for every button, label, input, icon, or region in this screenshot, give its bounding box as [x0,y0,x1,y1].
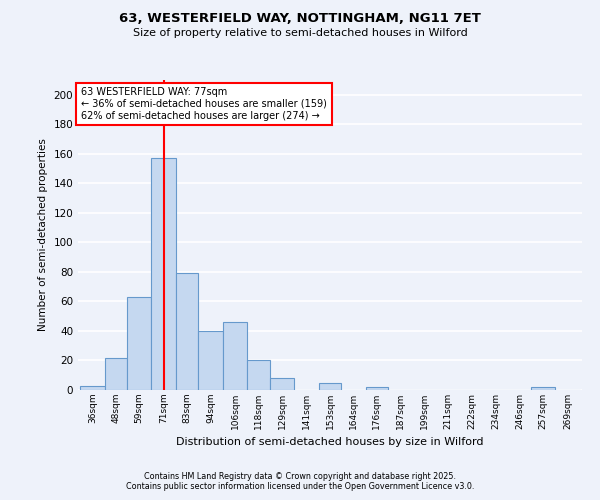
Bar [319,382,341,390]
Bar [199,331,223,390]
Bar [127,297,151,390]
Bar [366,387,388,390]
Bar [223,322,247,390]
Y-axis label: Number of semi-detached properties: Number of semi-detached properties [38,138,48,332]
Text: Contains HM Land Registry data © Crown copyright and database right 2025.: Contains HM Land Registry data © Crown c… [144,472,456,481]
Bar [531,387,556,390]
Bar [176,274,199,390]
Bar [151,158,176,390]
X-axis label: Distribution of semi-detached houses by size in Wilford: Distribution of semi-detached houses by … [176,438,484,448]
Bar [104,358,127,390]
Text: 63, WESTERFIELD WAY, NOTTINGHAM, NG11 7ET: 63, WESTERFIELD WAY, NOTTINGHAM, NG11 7E… [119,12,481,26]
Text: Contains public sector information licensed under the Open Government Licence v3: Contains public sector information licen… [126,482,474,491]
Bar [270,378,294,390]
Text: Size of property relative to semi-detached houses in Wilford: Size of property relative to semi-detach… [133,28,467,38]
Bar [247,360,270,390]
Text: 63 WESTERFIELD WAY: 77sqm
← 36% of semi-detached houses are smaller (159)
62% of: 63 WESTERFIELD WAY: 77sqm ← 36% of semi-… [81,88,327,120]
Bar [80,386,104,390]
